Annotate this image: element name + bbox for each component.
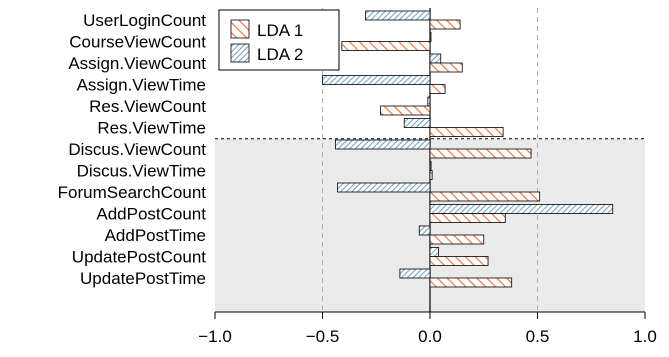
x-tick-label: −0.5: [306, 327, 340, 346]
bar-lda2: [334, 139, 431, 150]
legend: LDA 1 LDA 2: [218, 9, 340, 71]
x-axis: −1.0 −0.5 0.0 0.5 1.0: [198, 311, 657, 346]
category-label: Assign.ViewTime: [77, 76, 206, 95]
category-label: ForumSearchCount: [58, 183, 207, 202]
category-label: UpdatePostCount: [72, 248, 206, 267]
category-label: AddPostTime: [105, 226, 206, 245]
category-label: Res.ViewTime: [97, 119, 206, 138]
legend-swatch-lda1: [230, 19, 250, 39]
bars: [322, 10, 614, 288]
bar-lda1: [429, 191, 541, 202]
bar-lda1: [429, 170, 433, 180]
bar-lda1: [429, 127, 504, 137]
category-label: UserLoginCount: [83, 11, 206, 30]
x-tick-label: 0.5: [526, 327, 550, 346]
bar-lda2: [365, 10, 431, 21]
bar-lda2: [322, 75, 431, 85]
x-tick-label: −1.0: [198, 327, 232, 346]
bar-lda1: [380, 105, 431, 116]
legend-swatch-lda2: [230, 43, 250, 63]
bar-lda2: [429, 247, 440, 257]
category-label: Res.ViewCount: [89, 97, 206, 116]
bar-lda2: [429, 204, 614, 214]
category-label: UpdatePostTime: [80, 269, 206, 288]
bar-lda1: [429, 234, 485, 245]
bar-lda2: [399, 268, 431, 279]
bar-lda1: [429, 84, 446, 94]
bar-lda2: [427, 96, 431, 107]
bar-lda2: [403, 118, 431, 128]
x-tick-label: 0.0: [418, 327, 442, 346]
category-label: AddPostCount: [96, 205, 206, 224]
bar-lda1: [429, 256, 489, 266]
category-labels: UserLoginCount CourseViewCount Assign.View…: [58, 11, 207, 288]
category-label: Discus.ViewCount: [68, 140, 206, 159]
category-label: Assign.ViewCount: [68, 54, 206, 73]
bar-lda1: [429, 19, 461, 30]
x-tick-label: 1.0: [633, 327, 657, 346]
bar-lda1: [341, 41, 431, 51]
category-label: Discus.ViewTime: [77, 162, 206, 181]
bar-lda2: [429, 161, 432, 171]
legend-label-lda1: LDA 1: [257, 21, 303, 40]
bar-lda2: [429, 53, 442, 64]
bar-lda1: [429, 62, 463, 73]
bar-lda2: [429, 32, 432, 42]
bar-lda2: [418, 225, 431, 236]
bar-lda2: [337, 182, 431, 193]
category-label: CourseViewCount: [69, 33, 206, 52]
bar-lda1: [429, 148, 532, 159]
bar-lda1: [429, 277, 513, 288]
legend-label-lda2: LDA 2: [257, 45, 303, 64]
bar-lda1: [429, 213, 506, 223]
